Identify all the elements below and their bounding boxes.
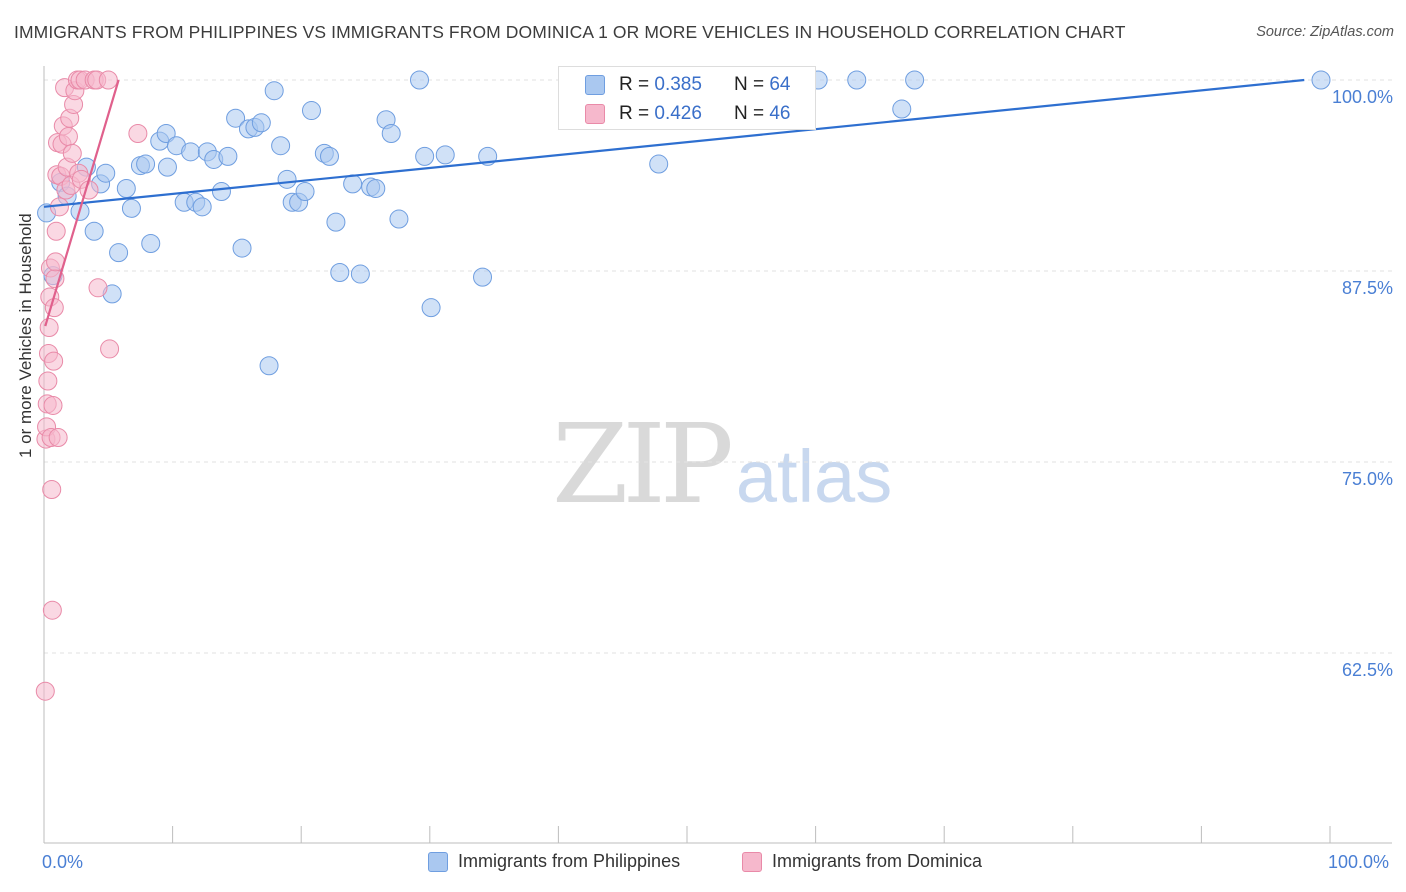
data-point-philippines: [319, 146, 339, 166]
legend-swatch-philippines: [428, 851, 448, 872]
data-point-dominica: [44, 351, 64, 371]
trend-line-philippines: [43, 78, 1305, 208]
stat-row-dominica: R = 0.426 N = 46: [559, 100, 790, 128]
data-point-philippines: [301, 101, 321, 121]
data-point-dominica: [42, 480, 62, 500]
y-tick-label: 87.5%: [1342, 278, 1393, 298]
data-point-philippines: [141, 233, 161, 253]
x-tick-label-min: 0.0%: [42, 852, 84, 872]
y-tick-label: 62.5%: [1342, 660, 1393, 680]
data-point-dominica: [46, 221, 66, 241]
data-point-philippines: [421, 298, 441, 318]
x-tick-label-max: 100.0%: [1328, 852, 1390, 872]
legend-item-philippines[interactable]: Immigrants from Philippines: [428, 851, 680, 872]
data-point-dominica: [43, 395, 63, 415]
legend-item-dominica[interactable]: Immigrants from Dominica: [742, 851, 982, 872]
y-tick-label: 75.0%: [1342, 469, 1393, 489]
stat-row-philippines: R = 0.385 N = 64: [559, 71, 790, 99]
data-point-philippines: [218, 146, 238, 166]
legend-swatch-dominica: [742, 851, 762, 872]
data-point-philippines: [326, 212, 346, 232]
data-point-philippines: [232, 238, 252, 258]
data-point-dominica: [39, 318, 59, 338]
y-tick-label: 100.0%: [1332, 87, 1393, 107]
chart-title: IMMIGRANTS FROM PHILIPPINES VS IMMIGRANT…: [14, 22, 1126, 42]
data-point-philippines: [109, 243, 129, 263]
data-point-philippines: [271, 136, 291, 156]
data-point-dominica: [128, 123, 148, 143]
data-point-philippines: [847, 70, 867, 90]
data-point-philippines: [211, 182, 231, 202]
source-label: Source: ZipAtlas.com: [1256, 24, 1394, 40]
data-point-philippines: [277, 169, 297, 189]
r-value-philippines: 0.385: [654, 74, 702, 95]
data-point-dominica: [42, 600, 62, 620]
stat-swatch-philippines: [585, 75, 605, 95]
data-point-dominica: [79, 180, 99, 200]
data-point-philippines: [226, 108, 246, 128]
data-point-philippines: [96, 163, 116, 183]
data-point-dominica: [58, 127, 78, 147]
data-point-philippines: [330, 263, 350, 283]
stat-swatch-dominica: [585, 104, 605, 124]
data-point-dominica: [88, 278, 108, 298]
r-value-dominica: 0.426: [654, 103, 702, 124]
data-point-dominica: [100, 339, 120, 359]
data-point-philippines: [156, 123, 176, 143]
data-point-philippines: [121, 198, 141, 218]
data-point-philippines: [415, 146, 435, 166]
y-axis-label: 1 or more Vehicles in Household: [16, 213, 35, 458]
correlation-legend: R = 0.385 N = 64 R = 0.426 N = 46: [558, 66, 816, 130]
data-point-philippines: [366, 178, 386, 198]
legend-label-dominica: Immigrants from Dominica: [772, 851, 983, 871]
data-point-philippines: [136, 154, 156, 174]
n-value-dominica: 46: [769, 103, 791, 124]
data-point-dominica: [38, 371, 58, 391]
data-point-philippines: [892, 99, 912, 119]
data-point-philippines: [264, 81, 284, 101]
data-point-dominica: [98, 70, 118, 90]
bottom-legend: Immigrants from Philippines Immigrants f…: [0, 851, 1406, 879]
data-point-philippines: [649, 154, 669, 174]
data-point-philippines: [192, 197, 212, 217]
data-point-philippines: [905, 70, 925, 90]
data-point-dominica: [35, 681, 55, 701]
data-point-philippines: [295, 182, 315, 202]
data-point-philippines: [350, 264, 370, 284]
data-point-dominica: [48, 428, 68, 448]
data-point-philippines: [116, 178, 136, 198]
data-point-philippines: [181, 142, 201, 162]
data-point-philippines: [410, 70, 430, 90]
data-point-philippines: [389, 209, 409, 229]
data-point-philippines: [381, 123, 401, 143]
data-point-philippines: [84, 221, 104, 241]
data-point-philippines: [251, 113, 271, 133]
data-point-philippines: [1311, 70, 1331, 90]
trend-line-dominica: [44, 79, 120, 327]
n-value-philippines: 64: [769, 74, 791, 95]
data-point-philippines: [157, 157, 177, 177]
data-point-philippines: [473, 267, 493, 287]
data-point-dominica: [62, 143, 82, 163]
data-point-philippines: [435, 145, 455, 165]
data-point-philippines: [259, 356, 279, 376]
data-point-philippines: [343, 174, 363, 194]
legend-label-philippines: Immigrants from Philippines: [458, 851, 681, 871]
